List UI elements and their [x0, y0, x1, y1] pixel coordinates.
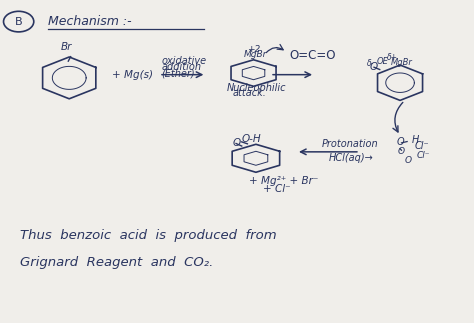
- Text: O: O: [404, 156, 411, 165]
- Text: attack.: attack.: [232, 88, 266, 98]
- Text: + Cl⁻: + Cl⁻: [263, 184, 291, 194]
- Text: O-H: O-H: [242, 134, 261, 144]
- Text: O: O: [398, 147, 405, 156]
- Text: O: O: [369, 62, 377, 72]
- Text: δ+: δ+: [387, 53, 398, 62]
- Text: MgBr: MgBr: [244, 50, 267, 59]
- Text: O=C=O: O=C=O: [289, 49, 336, 62]
- Text: HCl(aq)→: HCl(aq)→: [329, 153, 374, 163]
- Text: H: H: [412, 135, 419, 145]
- Text: Nucleophilic: Nucleophilic: [227, 83, 286, 92]
- Text: + Mg²⁺ + Br⁻: + Mg²⁺ + Br⁻: [249, 176, 318, 186]
- Text: δ-: δ-: [367, 59, 374, 68]
- Text: addition: addition: [161, 62, 201, 72]
- Text: Grignard  Reagent  and  CO₂.: Grignard Reagent and CO₂.: [19, 256, 213, 269]
- Text: (Ether): (Ether): [161, 68, 195, 78]
- Text: Protonation: Protonation: [322, 140, 379, 150]
- Text: Br: Br: [61, 42, 73, 52]
- Text: B: B: [15, 16, 22, 26]
- Text: +2: +2: [247, 45, 261, 54]
- Text: oxidative: oxidative: [161, 56, 207, 66]
- Text: Mechanism :-: Mechanism :-: [48, 15, 132, 28]
- Text: O: O: [232, 138, 240, 148]
- Text: + Mg(s): + Mg(s): [112, 70, 153, 80]
- Text: Cl⁻: Cl⁻: [414, 141, 429, 151]
- Text: OE: OE: [376, 57, 388, 66]
- Text: O: O: [397, 137, 404, 147]
- Text: Thus  benzoic  acid  is  produced  from: Thus benzoic acid is produced from: [19, 229, 276, 242]
- Text: MgBr: MgBr: [391, 58, 412, 67]
- Text: Cl⁻: Cl⁻: [417, 151, 430, 160]
